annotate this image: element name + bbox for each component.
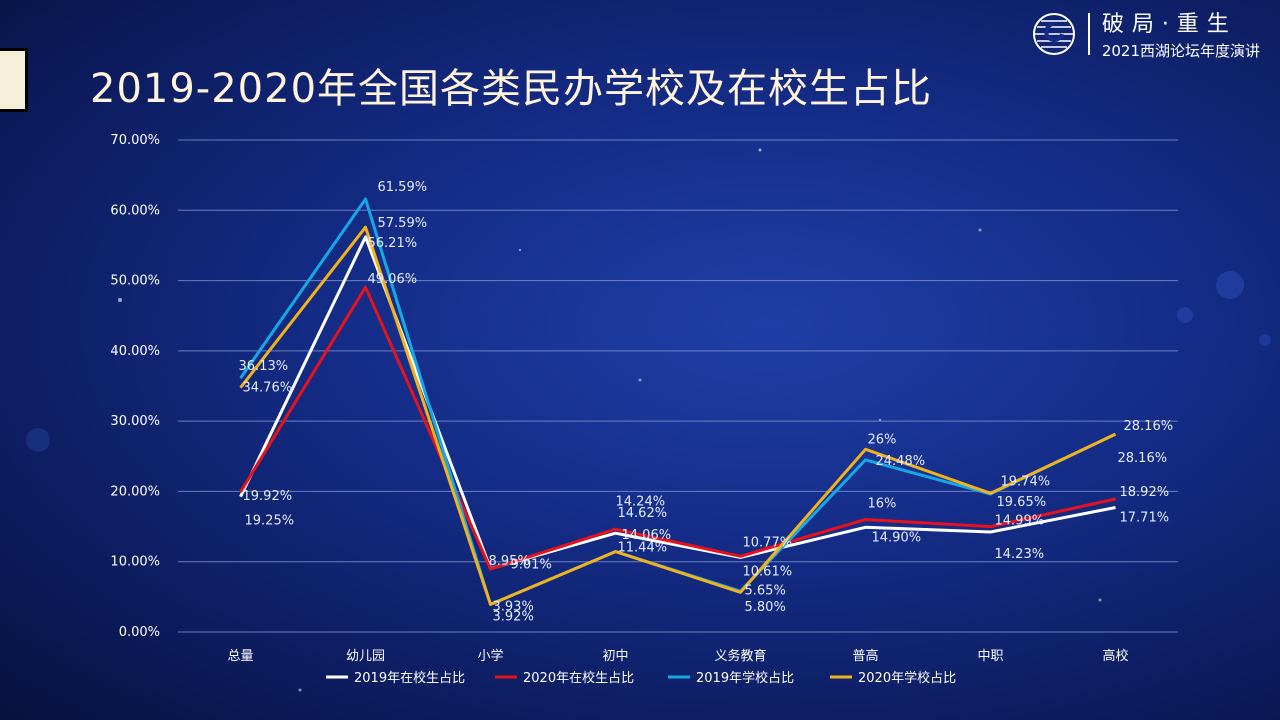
y-tick-label: 60.00% — [110, 203, 160, 218]
data-label: 14.24% — [616, 495, 666, 510]
data-label: 19.74% — [1001, 474, 1051, 489]
data-label: 14.90% — [872, 530, 922, 545]
series-lines — [239, 197, 1117, 606]
data-labels: 19.25% 56.21% 9.01% 14.06% 10.61% 14.90% 14.23… — [239, 180, 1174, 624]
brand-event-name: 2021西湖论坛年度演讲 — [1101, 42, 1260, 60]
data-label: 5.65% — [745, 583, 786, 598]
data-label: 14.06% — [622, 528, 672, 543]
data-label: 19.25% — [245, 514, 295, 529]
legend-label: 2019年学校占比 — [696, 670, 794, 686]
y-tick-label: 70.00% — [110, 133, 160, 148]
x-tick-label: 高校 — [1102, 648, 1128, 664]
x-axis-ticks: 总量 幼儿园 小学 初中 义务教育 普高 中职 高校 — [227, 648, 1128, 664]
y-tick-label: 10.00% — [110, 555, 160, 570]
series-line-2 — [239, 285, 1116, 571]
data-label: 10.61% — [743, 564, 793, 579]
x-tick-label: 总量 — [227, 649, 253, 664]
data-label: 56.21% — [368, 236, 418, 251]
y-tick-label: 30.00% — [110, 414, 160, 429]
y-axis-ticks: 0.00% 10.00% 20.00% 30.00% 40.00% 50.00% 60.00… — [110, 133, 160, 640]
globe-logo-icon — [1032, 12, 1075, 55]
legend-label: 2019年在校生占比 — [354, 670, 465, 686]
brand-text: 破局·重生 2021西湖论坛年度演讲 — [1102, 6, 1260, 61]
data-label: 28.16% — [1124, 419, 1174, 434]
legend: 2019年在校生占比 2020年在校生占比 2019年学校占比 2020年学校占比 — [326, 670, 956, 686]
data-label: 19.65% — [997, 495, 1047, 510]
data-label: 11.44% — [618, 541, 668, 556]
data-label: 8.95% — [489, 554, 530, 569]
y-tick-label: 20.00% — [110, 484, 160, 499]
data-label: 14.62% — [618, 506, 668, 521]
data-label: 3.92% — [493, 609, 534, 624]
x-tick-label: 普高 — [852, 648, 878, 664]
data-label: 9.01% — [511, 558, 552, 573]
y-tick-label: 0.00% — [119, 625, 160, 640]
data-label: 5.80% — [745, 600, 786, 615]
x-tick-label: 幼儿园 — [346, 649, 385, 664]
data-label: 10.77% — [743, 535, 793, 550]
data-label: 34.76% — [243, 381, 293, 396]
data-label: 24.48% — [876, 454, 926, 469]
data-label: 28.16% — [1118, 451, 1168, 466]
brand-slogan: 破局·重生 — [1101, 12, 1237, 37]
data-label: 49.06% — [368, 272, 418, 287]
x-tick-label: 小学 — [477, 648, 503, 664]
data-label: 14.23% — [995, 547, 1045, 562]
x-tick-label: 初中 — [602, 649, 628, 664]
legend-label: 2020年学校占比 — [858, 670, 956, 686]
y-tick-label: 40.00% — [110, 344, 160, 359]
data-label: 61.59% — [378, 180, 428, 195]
x-tick-label: 中职 — [977, 649, 1003, 664]
data-label: 19.92% — [243, 489, 293, 504]
side-tab-marker — [0, 48, 28, 112]
brand-divider — [1087, 12, 1090, 55]
series-line-4 — [239, 225, 1117, 606]
y-tick-label: 50.00% — [110, 274, 160, 289]
x-tick-label: 义务教育 — [714, 648, 766, 664]
brand-header: 破局·重生 2021西湖论坛年度演讲 — [1032, 6, 1260, 61]
data-label: 57.59% — [378, 216, 428, 231]
data-label: 36.13% — [239, 359, 289, 374]
legend-label: 2020年在校生占比 — [523, 670, 634, 686]
data-label: 3.93% — [493, 599, 534, 614]
data-label: 26% — [868, 432, 897, 447]
data-label: 14.99% — [995, 514, 1045, 529]
data-label: 18.92% — [1120, 485, 1170, 500]
data-label: 17.71% — [1120, 511, 1170, 526]
data-label: 16% — [868, 497, 897, 512]
page-title: 2019-2020年全国各类民办学校及在校生占比 — [90, 66, 933, 112]
